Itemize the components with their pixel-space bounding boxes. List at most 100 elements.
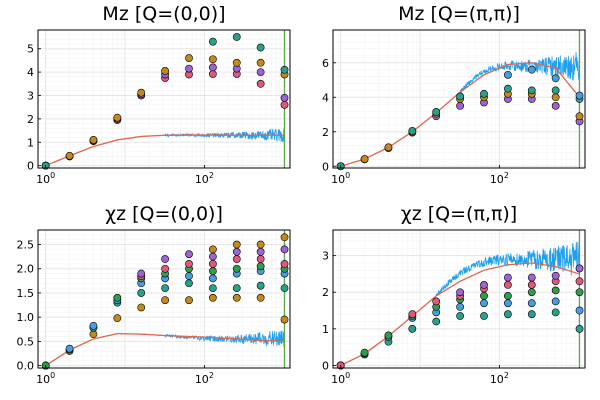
x-tick-label: 100	[36, 371, 55, 386]
data-point	[384, 331, 393, 340]
plot-frame	[332, 29, 586, 169]
y-tick-label: 2	[322, 126, 329, 139]
data-point	[232, 255, 241, 263]
data-point	[280, 245, 289, 254]
data-point	[161, 284, 170, 293]
y-tick-label: 1	[27, 136, 34, 149]
data-point	[256, 293, 265, 302]
data-point	[256, 281, 265, 290]
data-point	[432, 317, 441, 326]
data-point	[185, 54, 193, 62]
smooth-series-line	[340, 262, 580, 367]
data-point	[551, 297, 560, 306]
data-point	[256, 240, 265, 249]
data-point	[185, 272, 193, 280]
y-tick-label: 5	[27, 43, 34, 56]
chart-panel-3: 0.0 0.5 1.0 1.5 2.0 2.5 100 102 χz [Q=(0,0)]	[17, 203, 291, 386]
data-point	[256, 43, 265, 52]
data-point	[256, 79, 265, 88]
data-point	[208, 274, 217, 283]
data-point	[232, 247, 241, 256]
data-point	[161, 264, 170, 273]
y-tick-label: 1.0	[17, 311, 35, 324]
y-tick-label: 2	[322, 286, 329, 299]
chart-panel-4: 0 1 2 3 100 102 χz [Q=(π,π)]	[322, 203, 586, 386]
data-point	[408, 127, 417, 135]
data-point	[575, 91, 584, 100]
y-tick-label: 2	[27, 113, 34, 126]
minor-gridlines	[38, 30, 290, 168]
data-point	[456, 302, 465, 311]
data-point	[232, 264, 241, 273]
y-tick-label: 0.0	[17, 360, 35, 373]
data-point	[137, 289, 146, 297]
data-point	[551, 93, 560, 102]
data-point	[527, 86, 536, 95]
data-point	[232, 284, 241, 293]
data-point	[280, 233, 289, 242]
data-point	[208, 293, 217, 302]
data-point	[65, 151, 74, 160]
data-point	[208, 259, 217, 268]
y-tick-label: 3	[27, 89, 34, 102]
data-point	[408, 310, 417, 319]
data-point	[113, 314, 122, 323]
data-point	[137, 88, 146, 97]
data-point	[527, 273, 536, 282]
data-point	[89, 136, 98, 144]
data-point	[503, 84, 512, 93]
data-point	[503, 299, 512, 308]
data-point	[527, 299, 536, 308]
data-point	[480, 312, 488, 320]
data-point	[208, 267, 217, 276]
data-point	[280, 259, 289, 268]
data-point	[575, 112, 584, 121]
major-gridlines	[38, 30, 290, 168]
panel-title: Mz [Q=(0,0)]	[102, 3, 225, 25]
data-point	[360, 155, 369, 163]
smooth-series-line	[340, 62, 581, 167]
data-point	[575, 324, 584, 333]
data-point	[503, 70, 512, 79]
data-point	[137, 269, 146, 278]
plot-frame	[37, 29, 291, 169]
data-point	[256, 262, 265, 271]
minor-gridlines	[333, 30, 585, 168]
smooth-series-line	[45, 134, 285, 167]
data-point	[256, 247, 265, 256]
panel-title: χz [Q=(π,π)]	[401, 203, 517, 225]
data-point	[503, 291, 512, 300]
data-point	[551, 308, 560, 317]
data-point	[208, 63, 217, 72]
y-tick-label: 2.5	[17, 239, 35, 252]
data-point	[232, 240, 241, 249]
x-tick-label: 102	[195, 171, 214, 186]
data-point	[161, 255, 170, 263]
data-point	[280, 65, 289, 74]
data-point	[503, 310, 512, 319]
data-point	[161, 67, 170, 75]
data-point	[503, 281, 512, 289]
data-point	[89, 321, 98, 330]
data-point	[480, 299, 488, 308]
data-point	[575, 306, 584, 315]
data-point	[575, 288, 584, 297]
data-point	[551, 271, 560, 280]
panel-title: χz [Q=(0,0)]	[105, 203, 223, 225]
y-tick-label: 1	[322, 323, 329, 336]
chart-panel-2: 0 2 4 6 100 102 Mz [Q=(π,π)]	[322, 3, 586, 186]
data-point	[232, 293, 241, 302]
y-tick-label: 1.5	[17, 287, 35, 300]
data-point	[65, 344, 74, 353]
x-tick-label: 100	[331, 171, 350, 186]
smooth-series-line	[45, 332, 285, 367]
data-point	[551, 86, 560, 95]
y-tick-label: 4	[27, 66, 34, 79]
data-point	[551, 102, 560, 110]
data-point	[208, 55, 217, 64]
plot-area	[43, 30, 286, 168]
data-point	[527, 288, 536, 297]
data-point	[480, 281, 488, 289]
y-tick-label: 2.0	[17, 263, 35, 276]
